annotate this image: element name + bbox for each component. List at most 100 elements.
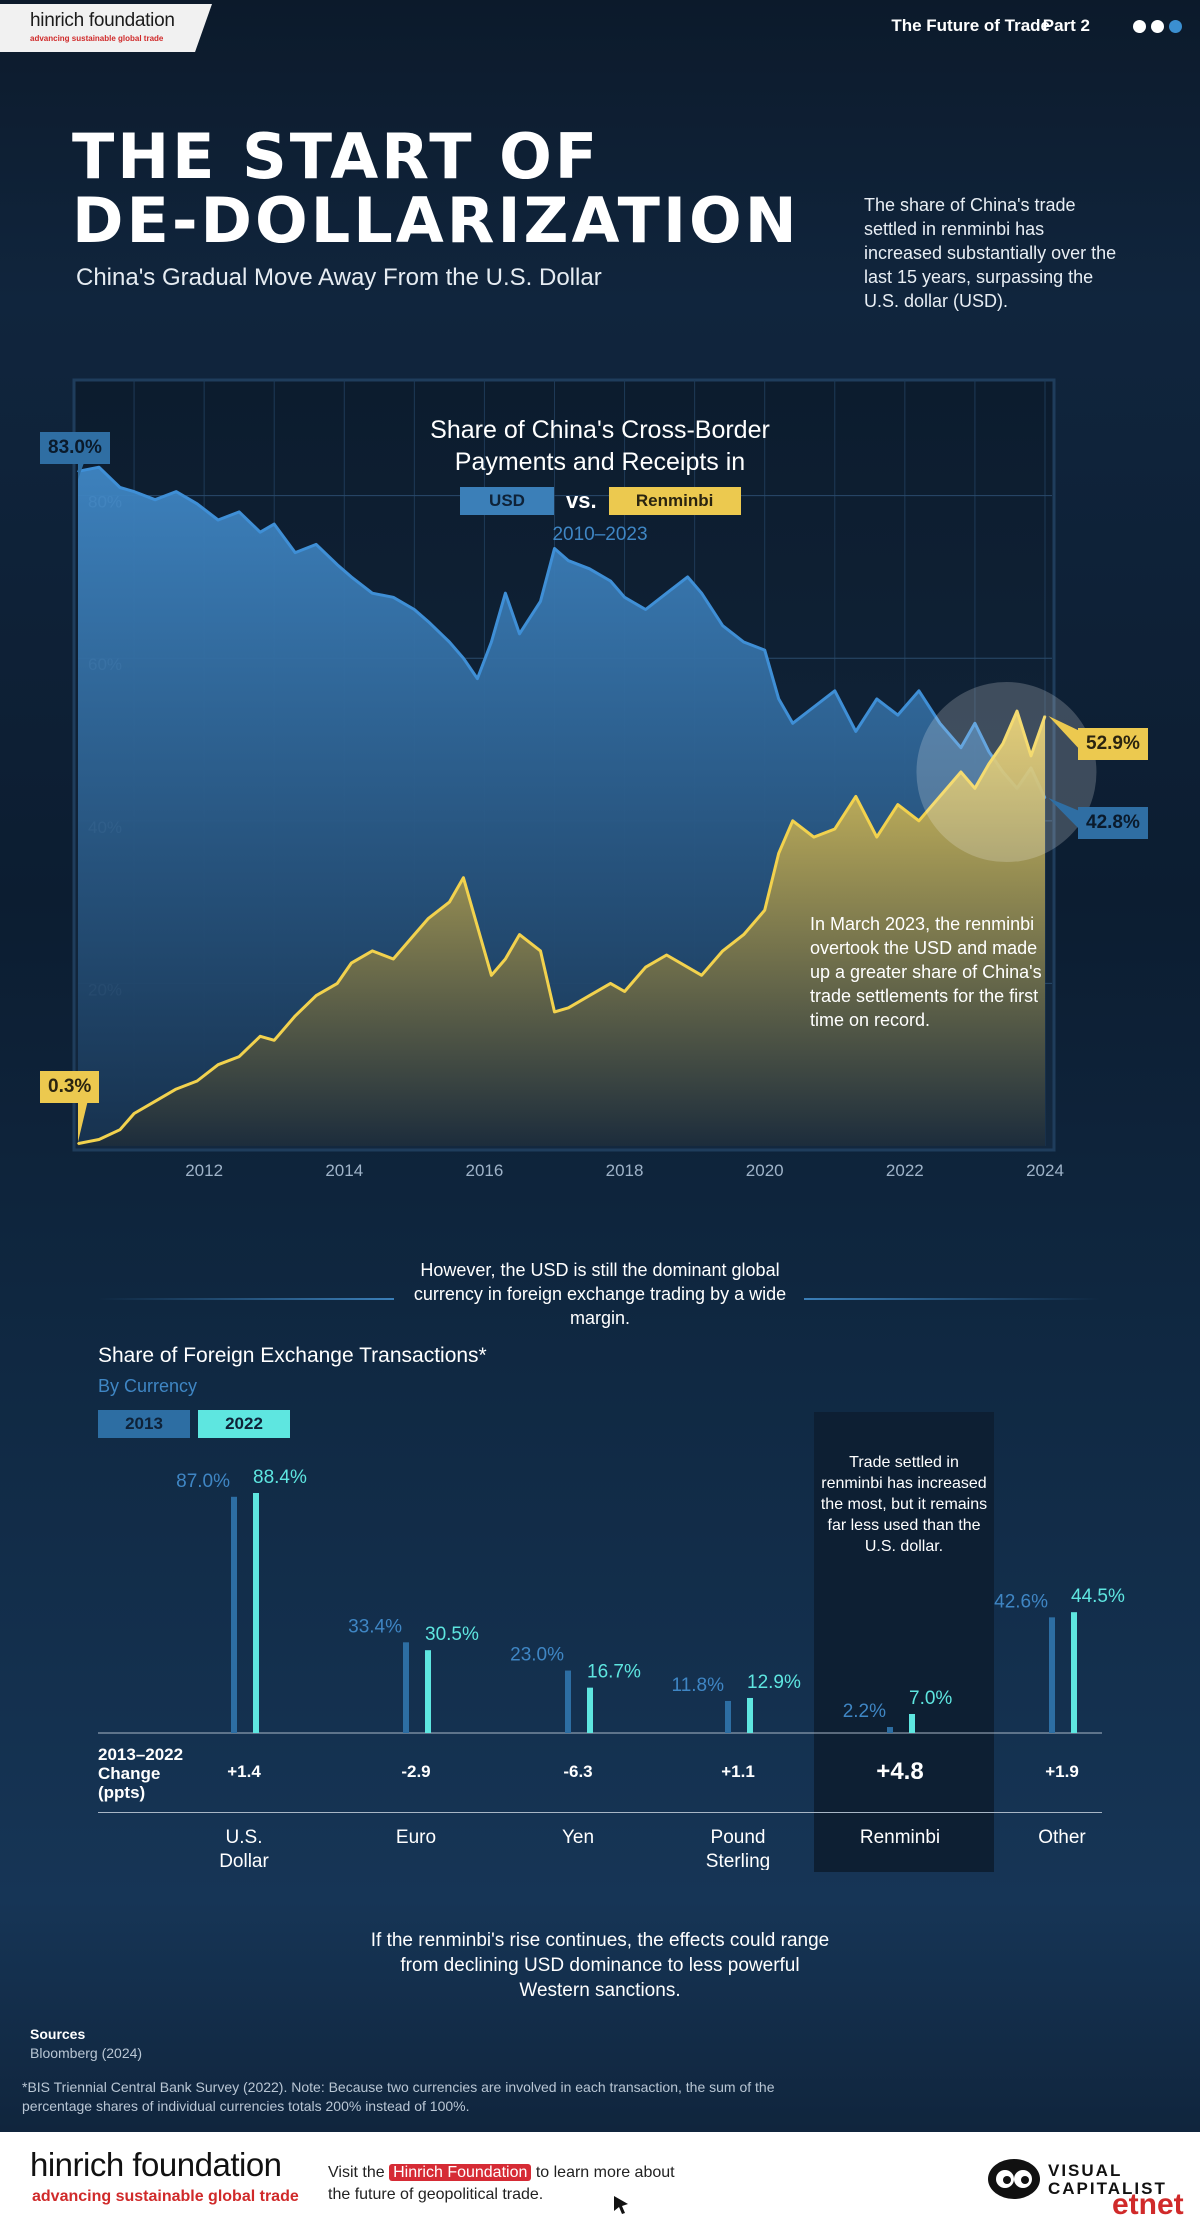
data-point-renminbi — [392, 958, 395, 960]
chart1-year-range: 2010–2023 — [552, 524, 648, 545]
data-point-usd — [336, 563, 339, 566]
rmb-end-label: 52.9% — [1078, 728, 1148, 760]
hinrich-foundation-link[interactable]: Hinrich Foundation — [389, 2164, 532, 2181]
data-point-renminbi — [315, 994, 318, 997]
data-point-renminbi — [721, 950, 724, 952]
vc-line-2: CAPITALIST — [1048, 2179, 1167, 2198]
intro-text: The share of China's trade settled in re… — [864, 195, 1117, 311]
data-point-renminbi — [553, 1011, 556, 1013]
data-point-usd — [196, 503, 198, 505]
data-point-usd — [918, 690, 920, 692]
hinrich-logo-tagline: advancing sustainable global trade — [30, 34, 164, 43]
series-label: The Future of Trade — [891, 16, 1050, 35]
category-label-0: U.S. — [226, 1827, 263, 1848]
bar-label-2013-1: 33.4% — [348, 1616, 402, 1637]
data-point-usd — [939, 722, 941, 725]
data-point-renminbi — [623, 990, 626, 993]
data-point-renminbi — [813, 836, 815, 838]
data-point-usd — [609, 580, 612, 582]
data-point-usd — [623, 596, 626, 599]
series-area-renminbi — [78, 711, 1045, 1146]
main-subtitle: China's Gradual Move Away From the U.S. … — [76, 264, 602, 291]
etnet-watermark: etnet — [1112, 2188, 1184, 2221]
data-point-renminbi — [273, 1039, 276, 1042]
data-point-renminbi — [876, 836, 878, 838]
data-point-renminbi — [665, 954, 668, 956]
data-point-renminbi — [1044, 715, 1046, 717]
visual-capitalist-logo-icon[interactable] — [986, 2156, 1042, 2202]
bar-label-2022-3: 12.9% — [747, 1672, 801, 1693]
data-point-usd — [665, 592, 668, 594]
data-point-renminbi — [238, 1055, 240, 1058]
cursor-icon — [614, 2196, 628, 2214]
data-point-renminbi — [427, 917, 430, 920]
bar-2022-3 — [747, 1697, 753, 1733]
data-point-usd — [476, 677, 479, 680]
data-point-renminbi — [588, 994, 591, 997]
data-point-renminbi — [686, 966, 689, 968]
footer-hinrich-logo[interactable]: hinrich foundation — [30, 2146, 282, 2183]
change-value-1: -2.9 — [401, 1762, 430, 1781]
data-point-usd — [988, 750, 990, 753]
change-label-line-3: (ppts) — [98, 1783, 146, 1802]
sources-heading: Sources — [30, 2026, 86, 2042]
bar-label-2013-2: 23.0% — [510, 1645, 564, 1666]
data-point-renminbi — [855, 795, 857, 798]
series-line-usd — [77, 465, 1047, 799]
bar-2013-5 — [1049, 1617, 1055, 1733]
category-label-3: Sterling — [706, 1851, 770, 1870]
data-point-usd — [217, 519, 219, 521]
fx-transactions-bar-chart: 87.0% 88.4% +1.4 U.S. Dollar 33.4% 30.5% -2.9 Eu… — [98, 1467, 1125, 1870]
usd-start-label: 83.0% — [40, 432, 110, 464]
rmb-end-pointer — [1048, 715, 1082, 752]
data-point-renminbi — [119, 1128, 121, 1131]
category-label-3: Pound — [711, 1827, 766, 1848]
data-point-usd — [588, 568, 591, 570]
bar-2022-2 — [587, 1687, 593, 1733]
data-point-usd — [504, 592, 507, 594]
bar-label-2013-0: 87.0% — [176, 1471, 230, 1492]
change-value-3: +1.1 — [721, 1762, 755, 1781]
chart1-x-tick: 2012 — [185, 1161, 223, 1180]
chart1-title-line-1: Share of China's Cross-Border — [430, 416, 770, 444]
category-label-1: Euro — [396, 1827, 436, 1848]
chart2-title: Share of Foreign Exchange Transactions* — [98, 1344, 487, 1367]
data-point-renminbi — [939, 795, 941, 798]
outro-text: If the renminbi's rise continues, the ef… — [370, 1930, 830, 2001]
legend-usd: USD — [460, 487, 554, 515]
data-point-renminbi — [448, 901, 451, 903]
category-label-2: Yen — [562, 1827, 594, 1848]
data-point-renminbi — [462, 876, 465, 879]
hinrich-logo-tab[interactable]: hinrich foundation advancing sustainable… — [0, 4, 212, 52]
data-point-renminbi — [294, 1015, 297, 1017]
data-point-usd — [490, 641, 493, 643]
chart1-x-tick: 2018 — [606, 1161, 644, 1180]
bar-label-2013-4: 2.2% — [843, 1701, 886, 1722]
data-point-renminbi — [154, 1100, 156, 1103]
legend-2022: 2022 — [198, 1410, 290, 1438]
data-point-usd — [855, 730, 857, 733]
bar-label-2022-0: 88.4% — [253, 1467, 307, 1488]
divider-left — [98, 1298, 394, 1300]
bar-2013-1 — [403, 1642, 409, 1733]
data-point-renminbi — [336, 982, 339, 985]
data-point-renminbi — [350, 962, 353, 964]
change-label-line-1: 2013–2022 — [98, 1745, 184, 1764]
data-point-renminbi — [259, 1035, 262, 1038]
data-point-renminbi — [644, 966, 647, 968]
data-point-renminbi — [413, 933, 416, 936]
data-point-renminbi — [77, 1142, 79, 1145]
main-title: THE START OF DE-DOLLARIZATION — [72, 125, 800, 253]
bar-2022-4 — [909, 1713, 915, 1733]
bar-2013-3 — [725, 1700, 731, 1733]
chart1-x-tick: 2022 — [886, 1161, 924, 1180]
transition-text: However, the USD is still the dominant g… — [413, 1260, 787, 1328]
data-point-usd — [119, 486, 121, 489]
data-point-usd — [721, 624, 724, 627]
chart1-title: Share of China's Cross-Border Payments a… — [350, 414, 850, 478]
bar-2013-0 — [231, 1496, 237, 1733]
data-point-usd — [897, 714, 899, 716]
bar-2013-2 — [565, 1670, 571, 1733]
bar-2013-4 — [887, 1727, 893, 1733]
data-point-renminbi — [567, 1007, 570, 1009]
